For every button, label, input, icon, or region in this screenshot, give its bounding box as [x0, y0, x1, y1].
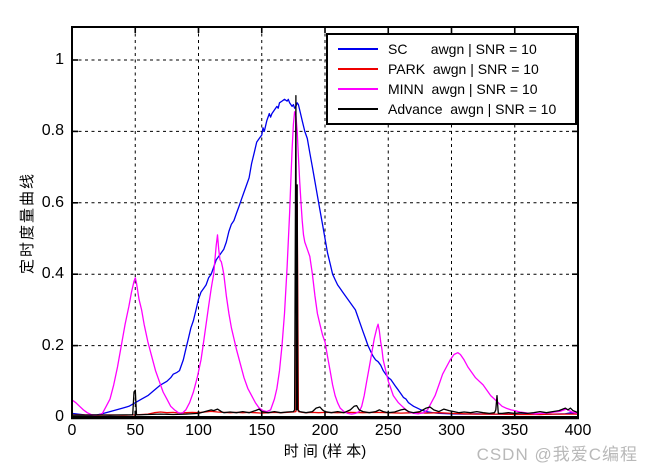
legend-label: Advance awgn | SNR = 10 [388, 101, 557, 117]
x-tick-label: 50 [126, 422, 145, 439]
series-advance-line [72, 95, 579, 416]
series-minn-line [71, 111, 579, 416]
legend-entry: Advance awgn | SNR = 10 [328, 99, 575, 119]
x-tick-label: 100 [185, 422, 212, 439]
x-axis-label: 时 间 (样 本) [283, 443, 367, 460]
x-tick-label: 350 [501, 422, 529, 439]
x-tick-label: 300 [438, 422, 465, 439]
y-tick-label: 0.4 [41, 265, 64, 283]
watermark: CSDN @我爱C编程 [476, 445, 638, 464]
legend-line-swatch [338, 88, 378, 90]
legend-label: SC awgn | SNR = 10 [388, 41, 537, 57]
y-tick-label: 0 [55, 408, 64, 425]
series-sc-line [71, 98, 579, 416]
legend-label: MINN awgn | SNR = 10 [388, 81, 538, 97]
legend-box: SC awgn | SNR = 10 PARK awgn | SNR = 10 MI… [326, 33, 577, 125]
legend-label: PARK awgn | SNR = 10 [388, 61, 539, 77]
x-tick-label: 400 [564, 422, 592, 439]
x-tick-label: 250 [374, 422, 402, 439]
legend-entry: MINN awgn | SNR = 10 [328, 79, 575, 99]
x-tick-label: 150 [248, 422, 276, 439]
y-axis-label: 定时度量曲线 [19, 172, 36, 275]
y-tick-label: 1 [55, 51, 64, 68]
legend-entry: SC awgn | SNR = 10 [328, 39, 575, 59]
x-tick-label: 200 [311, 422, 339, 439]
legend-line-swatch [338, 108, 378, 110]
legend-entry: PARK awgn | SNR = 10 [328, 59, 575, 79]
y-tick-label: 0.8 [41, 122, 64, 140]
legend-line-swatch [338, 48, 378, 50]
y-tick-label: 0.2 [41, 336, 64, 354]
x-tick-label: 0 [67, 422, 77, 439]
legend-line-swatch [338, 68, 378, 70]
y-tick-label: 0.6 [41, 193, 64, 211]
